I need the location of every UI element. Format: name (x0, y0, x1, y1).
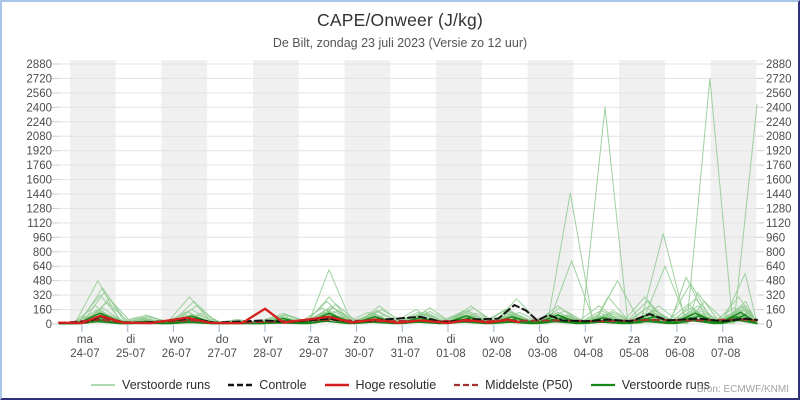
x-axis-weekday-label: ma (397, 334, 414, 346)
legend-label: Controle (259, 378, 307, 392)
y-axis-label-left: 2080 (26, 131, 52, 143)
x-axis-weekday-label: vr (263, 334, 273, 346)
x-axis-date-label: 07-08 (711, 348, 740, 360)
x-axis-date-label: 31-07 (391, 348, 420, 360)
chart-subtitle: De Bilt, zondag 23 juli 2023 (Versie zo … (272, 36, 528, 50)
legend-label: Verstoorde runs (621, 378, 710, 392)
x-axis-date-label: 03-08 (528, 348, 557, 360)
legend-line-swatch (228, 383, 253, 387)
legend-line-swatch (590, 383, 615, 387)
x-axis-date-label: 01-08 (436, 348, 465, 360)
x-axis-date-label: 26-07 (162, 348, 191, 360)
legend-item-verstoorde-runs: Verstoorde runs (590, 378, 710, 392)
y-axis-label-left: 320 (33, 290, 52, 302)
x-axis-weekday-label: do (216, 334, 229, 346)
y-axis-label-left: 0 (46, 319, 52, 331)
x-axis-date-label: 02-08 (482, 348, 511, 360)
y-axis-label-right: 480 (766, 276, 785, 288)
y-axis-label-left: 2560 (26, 88, 52, 100)
x-axis-weekday-label: di (126, 334, 135, 346)
legend-label: Hoge resolutie (355, 378, 437, 392)
series-layer (57, 77, 758, 325)
legend-item-middelste-p50-: Middelste (P50) (453, 378, 573, 392)
y-axis-label-right: 1120 (766, 218, 791, 230)
y-axis-label-right: 320 (766, 290, 785, 302)
y-axis-label-right: 0 (766, 319, 772, 331)
y-axis-label-right: 1440 (766, 189, 792, 201)
legend-line-swatch (91, 384, 116, 386)
gridlines (59, 63, 757, 325)
y-axis-label-right: 2880 (766, 59, 792, 71)
legend-item-hoge-resolutie: Hoge resolutie (324, 378, 437, 392)
x-axis-weekday-label: di (447, 334, 456, 346)
y-axis-label-right: 160 (766, 305, 785, 317)
y-axis-label-left: 1280 (26, 203, 52, 215)
x-axis-date-label: 29-07 (299, 348, 328, 360)
x-axis-weekday-label: wo (168, 334, 184, 346)
x-axis-date-label: 27-07 (207, 348, 236, 360)
legend-line-swatch (454, 383, 479, 387)
x-axis-date-label: 04-08 (574, 348, 603, 360)
x-axis-date-label: 24-07 (70, 348, 99, 360)
x-axis-date-label: 05-08 (619, 348, 648, 360)
y-axis-label-right: 1280 (766, 203, 792, 215)
legend-label: Middelste (P50) (485, 378, 573, 392)
y-axis-label-right: 800 (766, 247, 785, 259)
y-axis-label-right: 2720 (766, 73, 792, 85)
y-axis-label-right: 1760 (766, 160, 792, 172)
y-axis-label-left: 2720 (26, 73, 52, 85)
legend-item-controle: Controle (227, 378, 307, 392)
y-axis-label-right: 2400 (766, 102, 792, 114)
y-axis-label-left: 480 (33, 276, 52, 288)
x-axis-weekday-label: za (628, 334, 641, 346)
y-axis-label-left: 640 (33, 261, 52, 273)
axis-labels: 0 0 160 160 320 320 480 480 640 640 800 800 960 960 11… (26, 59, 791, 360)
axis-ticks (52, 63, 764, 332)
y-axis-label-left: 1600 (26, 175, 52, 187)
legend-line-swatch (324, 383, 349, 387)
y-axis-label-left: 2400 (26, 102, 52, 114)
x-axis-weekday-label: ma (718, 334, 735, 346)
x-axis-date-label: 28-07 (253, 348, 282, 360)
y-axis-label-left: 1440 (26, 189, 52, 201)
y-axis-label-left: 1920 (26, 146, 52, 158)
chart-legend: Verstoorde runs Controle Hoge resolutie Mid… (2, 378, 798, 392)
y-axis-label-left: 160 (33, 305, 52, 317)
x-axis-weekday-label: za (308, 334, 321, 346)
x-axis-weekday-label: vr (584, 334, 594, 346)
x-axis-date-label: 25-07 (116, 348, 145, 360)
y-axis-label-right: 2240 (766, 117, 792, 129)
legend-label: Verstoorde runs (122, 378, 211, 392)
y-axis-label-left: 1120 (27, 218, 52, 230)
y-axis-label-left: 960 (33, 232, 52, 244)
y-axis-label-left: 2240 (26, 117, 52, 129)
x-axis-weekday-label: zo (674, 334, 686, 346)
attribution-text: Bron: ECMWF/KNMI (696, 384, 789, 395)
legend-item-verstoorde-runs: Verstoorde runs (90, 378, 210, 392)
y-axis-label-right: 960 (766, 232, 785, 244)
y-axis-label-left: 2880 (26, 59, 52, 71)
x-axis-weekday-label: wo (488, 334, 504, 346)
y-axis-label-left: 800 (33, 247, 52, 259)
x-axis-date-label: 06-08 (665, 348, 694, 360)
x-axis-date-label: 30-07 (345, 348, 374, 360)
x-axis-weekday-label: zo (353, 334, 365, 346)
x-axis-weekday-label: do (536, 334, 549, 346)
y-axis-label-left: 1760 (26, 160, 52, 172)
y-axis-label-right: 640 (766, 261, 785, 273)
y-axis-label-right: 1920 (766, 146, 792, 158)
y-axis-label-right: 2080 (766, 131, 792, 143)
day-bands (69, 60, 757, 324)
x-axis-weekday-label: ma (77, 334, 94, 346)
y-axis-label-right: 1600 (766, 175, 792, 187)
y-axis-label-right: 2560 (766, 88, 792, 100)
page-title: CAPE/Onweer (J/kg) (316, 10, 483, 30)
series-hoge-resolutie (57, 307, 521, 325)
